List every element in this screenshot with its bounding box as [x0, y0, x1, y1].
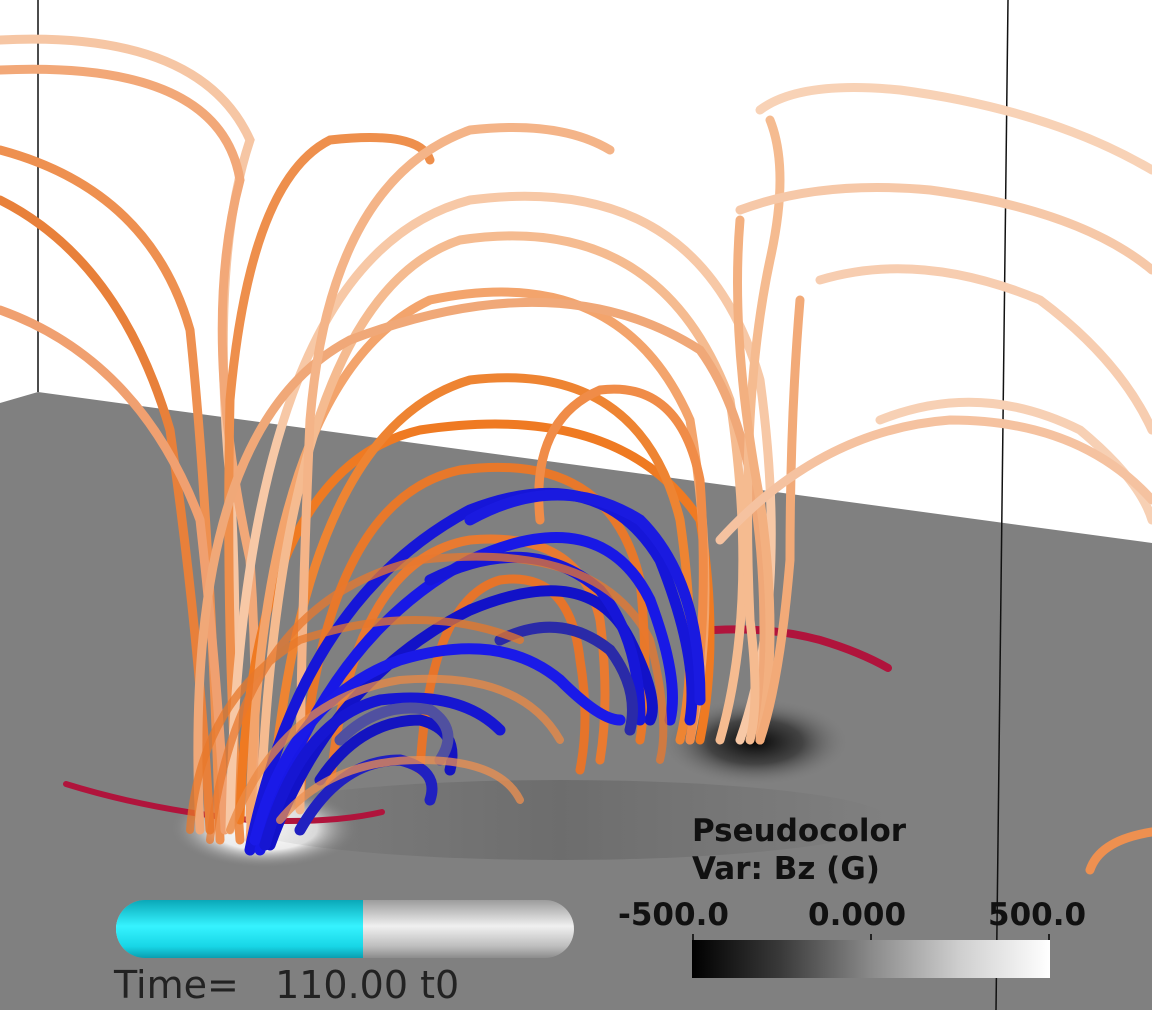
- field-line: [0, 305, 230, 835]
- flux-rope-strand: [259, 692, 506, 851]
- flux-rope-strand: [494, 621, 638, 736]
- field-line: [1085, 827, 1152, 875]
- polarity-inversion-line-right: [688, 625, 892, 672]
- time-progress-bar: [116, 900, 574, 958]
- colorbar-tick-mark: [870, 934, 872, 944]
- flux-rope-strand: [249, 643, 626, 846]
- flux-rope-strand: [334, 702, 454, 766]
- colorbar-tick-max: 500.0: [988, 897, 1087, 933]
- field-line: [255, 231, 748, 825]
- field-line: [755, 295, 805, 745]
- shadow-band: [230, 780, 890, 860]
- field-line: [715, 415, 1152, 545]
- time-label: Time= 110.00 t0: [114, 963, 460, 1007]
- colorbar: [692, 940, 1050, 978]
- legend-title: Pseudocolor: [692, 813, 907, 849]
- flux-rope-strand: [464, 489, 706, 706]
- field-line: [224, 133, 435, 845]
- colorbar-tick-mark: [1048, 934, 1050, 944]
- field-line: [534, 384, 708, 745]
- field-line: [815, 264, 1152, 435]
- field-line: [225, 191, 776, 835]
- foreground-field-lines: [186, 552, 668, 844]
- box-edge-right: [995, 0, 1009, 1010]
- field-line: [206, 552, 668, 844]
- field-line: [735, 183, 1152, 275]
- field-line: [226, 674, 564, 834]
- legend-variable: Var: Bz (G): [692, 851, 880, 887]
- field-line: [295, 462, 650, 805]
- colorbar-tick-mark: [692, 934, 694, 944]
- field-line: [186, 616, 524, 834]
- colorbar-tick-min: -500.0: [618, 897, 729, 933]
- field-line: [276, 755, 524, 824]
- field-line: [755, 83, 1152, 175]
- field-line: [295, 123, 615, 815]
- colorbar-tick-mid: 0.000: [808, 897, 907, 933]
- time-progress-fill: [116, 900, 363, 958]
- field-line: [193, 297, 769, 835]
